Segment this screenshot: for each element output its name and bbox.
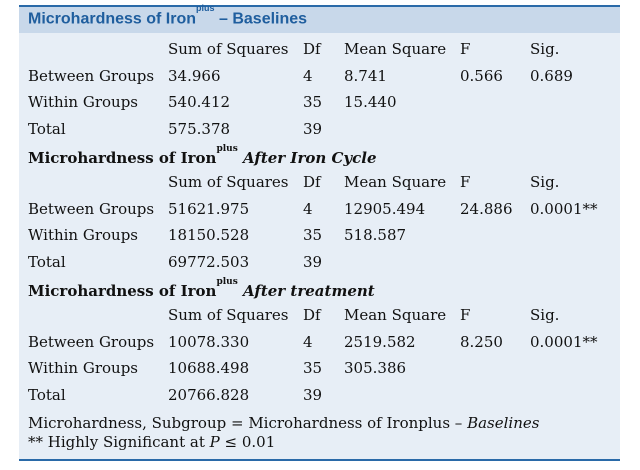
footnote-subgroup: Microhardness, Subgroup = Microhardness … [28,414,539,432]
column-header-ss: Sum of Squares [168,173,289,191]
cell-ms: 2519.582 [344,332,416,351]
cell-ss: 10688.498 [168,359,250,378]
cell-ss: 18150.528 [168,226,250,245]
column-header-sig: Sig. [530,173,560,191]
cell-label: Within Groups [28,359,139,378]
section-heading-suffix: After treatment [243,282,375,301]
cell-ss: 10078.330 [168,332,250,351]
column-header-ms: Mean Square [344,306,447,324]
cell-f: 0.566 [460,66,503,85]
cell-df: 4 [303,199,313,218]
title-band [19,5,620,33]
cell-df: 39 [303,119,323,138]
cell-ss: 51621.975 [168,199,250,218]
column-header-df: Df [303,306,321,324]
cell-label: Between Groups [28,66,155,85]
cell-df: 35 [303,226,323,245]
column-header-f: F [460,306,471,324]
cell-ss: 575.378 [168,119,231,138]
cell-label: Between Groups [28,199,155,218]
cell-f: 24.886 [460,199,513,218]
column-header-f: F [460,40,471,58]
column-header-df: Df [303,173,321,191]
section-heading: Microhardness of Ironplus After Iron Cyc… [28,144,377,168]
cell-df: 35 [303,359,323,378]
footnote-subgroup-text: Microhardness, Subgroup = Microhardness … [28,414,468,433]
cell-label: Total [28,119,66,138]
footnote-significance: ** Highly Significant at P ≤ 0.01 [28,433,275,451]
footnote-significance-p: P [209,433,220,452]
footnote-subgroup-italic: Baselines [467,414,540,433]
cell-sig: 0.0001** [530,332,598,351]
cell-f: 8.250 [460,332,503,351]
cell-ss: 69772.503 [168,252,250,271]
column-header-ss: Sum of Squares [168,40,289,58]
table-frame [19,5,620,461]
cell-label: Within Groups [28,226,139,245]
cell-label: Within Groups [28,93,139,112]
column-header-f: F [460,173,471,191]
column-header-sig: Sig. [530,40,560,58]
cell-ms: 8.741 [344,66,387,85]
footnote-significance-threshold: ≤ 0.01 [219,433,276,452]
cell-df: 39 [303,252,323,271]
cell-ms: 15.440 [344,93,397,112]
section-heading-prefix: Microhardness of Iron [28,282,217,301]
cell-df: 4 [303,66,313,85]
cell-sig: 0.689 [530,66,573,85]
cell-df: 35 [303,93,323,112]
cell-sig: 0.0001** [530,199,598,218]
cell-ss: 540.412 [168,93,231,112]
cell-ss: 34.966 [168,66,221,85]
footnote-significance-text: ** Highly Significant at [28,433,210,452]
cell-label: Between Groups [28,332,155,351]
cell-df: 4 [303,332,313,351]
column-header-df: Df [303,40,321,58]
section-heading-prefix: Microhardness of Iron [28,149,217,168]
column-header-ss: Sum of Squares [168,306,289,324]
cell-label: Total [28,252,66,271]
column-header-ms: Mean Square [344,40,447,58]
section-heading-sup: plus [216,277,238,288]
cell-ms: 518.587 [344,226,407,245]
cell-ms: 305.386 [344,359,407,378]
cell-ss: 20766.828 [168,385,250,404]
column-header-ms: Mean Square [344,173,447,191]
section-heading-suffix: After Iron Cycle [243,149,377,168]
section-heading: Microhardness of Ironplus After treatmen… [28,277,375,301]
cell-df: 39 [303,385,323,404]
table-title: Microhardness of Ironplus – Baselines [28,3,308,28]
section-heading-sup: plus [216,144,238,155]
cell-label: Total [28,385,66,404]
cell-ms: 12905.494 [344,199,426,218]
column-header-sig: Sig. [530,306,560,324]
